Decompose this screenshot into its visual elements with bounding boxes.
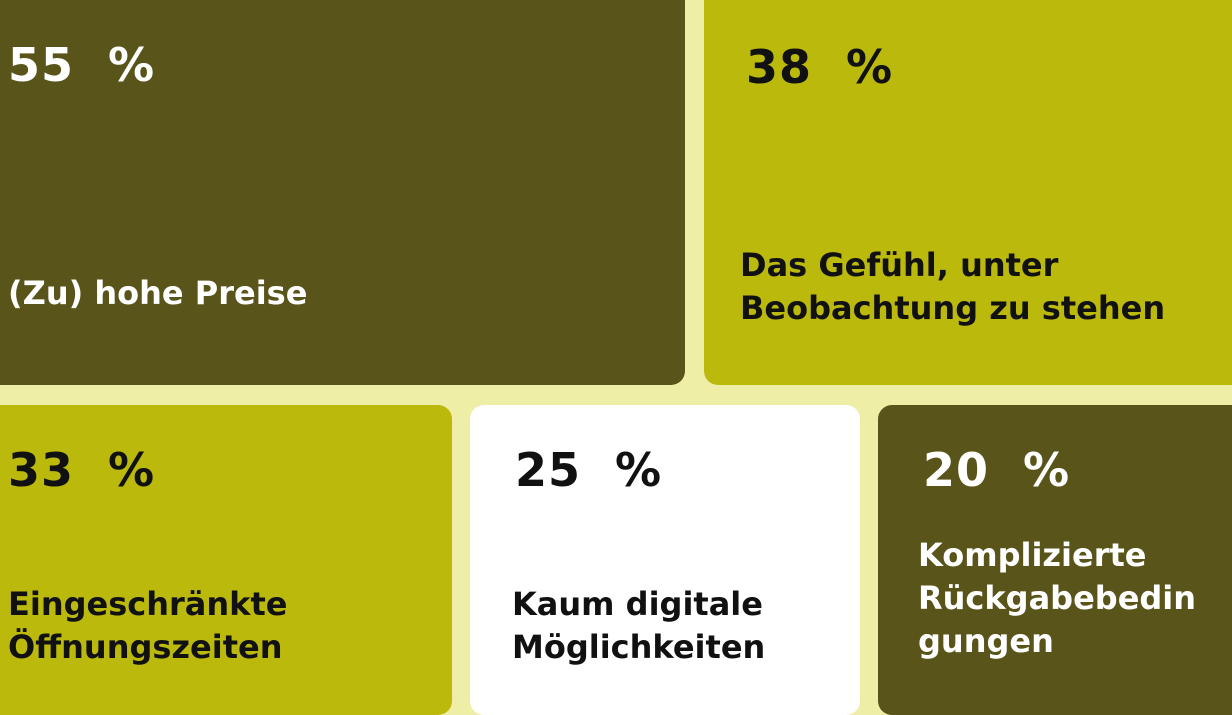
tile-beobachtung: 38 % Das Gefühl, unter Beobachtung zu st… — [704, 0, 1232, 385]
value-label: 20 % — [923, 443, 1071, 497]
value-label: 25 % — [515, 443, 663, 497]
tile-oeffnungszeiten: 33 % Eingeschränkte Öffnungszeiten — [0, 405, 452, 715]
category-label: Das Gefühl, unter Beobachtung zu stehen — [740, 246, 1166, 327]
category-label: Komplizierte Rückgabebedin gungen — [918, 536, 1197, 660]
tile-digitale-moeglichkeiten: 25 % Kaum digitale Möglichkeiten — [470, 405, 860, 715]
category-label: (Zu) hohe Preise — [8, 274, 308, 312]
value-label: 33 % — [8, 443, 156, 497]
value-label: 55 % — [8, 38, 156, 92]
tile-zu-hohe-preise: 55 % (Zu) hohe Preise — [0, 0, 685, 385]
category-label: Kaum digitale Möglichkeiten — [512, 585, 766, 666]
category-label: Eingeschränkte Öffnungszeiten — [8, 585, 288, 666]
value-label: 38 % — [746, 40, 894, 94]
tile-rueckgabebedingungen: 20 % Komplizierte Rückgabebedin gungen — [878, 405, 1232, 715]
